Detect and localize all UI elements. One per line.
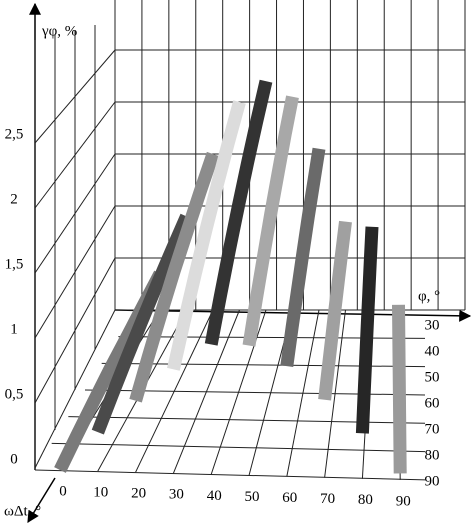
ribbon [204, 79, 273, 346]
x-tick-label: 10 [93, 485, 108, 501]
z-tick-label: 80 [425, 447, 440, 463]
ribbon [318, 220, 352, 401]
grid-line [68, 416, 426, 424]
z-tick-label: 70 [425, 421, 440, 437]
grid-line [51, 442, 426, 453]
y-tick-label: 2 [10, 191, 18, 207]
x-tick-label: 90 [396, 493, 411, 509]
y-tick-label: 0 [10, 451, 18, 467]
x-tick-label: 0 [59, 483, 67, 499]
z-tick-label: 60 [425, 395, 440, 411]
z-axis-title: φ, ° [418, 288, 440, 304]
x-tick-label: 80 [358, 492, 373, 508]
grid-line [34, 469, 426, 481]
z-tick-label: 30 [425, 317, 440, 333]
z-tick-label: 50 [425, 369, 440, 385]
ribbon [167, 100, 246, 371]
x-axis-title: ωΔt, ° [4, 503, 41, 519]
x-tick-label: 40 [207, 488, 222, 504]
ribbon [392, 304, 407, 474]
z-tick-label: 90 [425, 473, 440, 489]
x-tick-label: 30 [169, 487, 184, 503]
z-tick-label: 40 [425, 343, 440, 359]
ribbon [280, 147, 326, 367]
x-tick-label: 60 [282, 490, 297, 506]
ribbon [91, 213, 193, 435]
x-tick-label: 20 [131, 486, 146, 502]
y-tick-label: 0,5 [5, 386, 24, 402]
ribbon [129, 151, 220, 403]
x-tick-label: 50 [245, 489, 260, 505]
x-axis [27, 477, 56, 524]
x-tick-label: 70 [320, 491, 335, 507]
ribbon [242, 95, 299, 347]
y-tick-label: 1 [10, 321, 18, 337]
grid-line [118, 336, 426, 339]
ribbon [355, 226, 379, 434]
y-tick-label: 2,5 [5, 126, 24, 142]
y-tick-label: 1,5 [5, 256, 24, 272]
y-axis-title: γφ, % [41, 23, 77, 39]
